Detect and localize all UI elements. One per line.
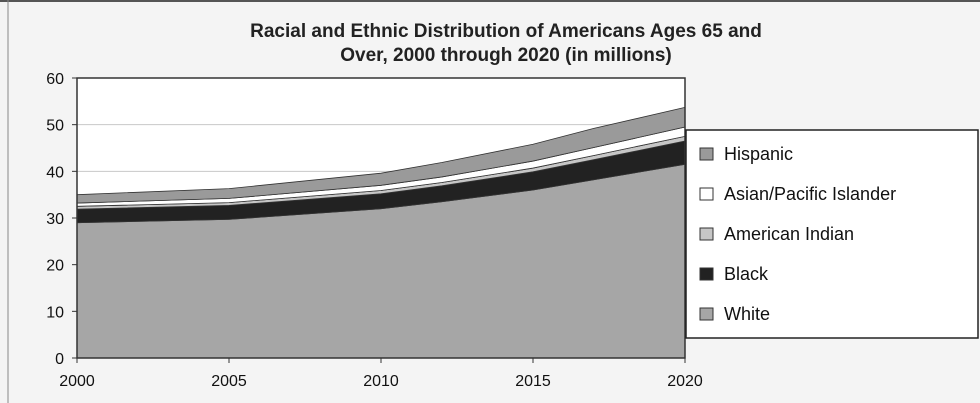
legend-swatch-white [699,307,714,321]
y-axis: 0 10 20 30 40 50 60 [46,71,77,368]
legend-label-american-indian: American Indian [724,224,854,244]
legend-swatch-black [699,267,714,281]
chart-title-line-2: Over, 2000 through 2020 (in millions) [340,45,672,66]
x-tick-label-2000: 2000 [59,373,95,390]
y-tick-label-60: 60 [46,71,64,88]
legend-box [685,129,979,339]
x-axis: 2000 2005 2010 2015 2020 [59,358,703,390]
legend: Hispanic Asian/Pacific Islander American I… [685,129,979,339]
y-tick-label-30: 30 [46,211,64,228]
area-series-group [76,106,686,359]
legend-swatch-hispanic [699,147,714,161]
y-tick-label-50: 50 [46,118,64,135]
legend-label-white: White [724,304,770,324]
legend-swatch-asian-pacific-islander [699,187,714,201]
legend-label-asian-pacific-islander: Asian/Pacific Islander [724,184,896,204]
x-tick-label-2010: 2010 [363,373,399,390]
x-tick-label-2015: 2015 [515,373,551,390]
y-tick-label-40: 40 [46,164,64,181]
x-tick-label-2005: 2005 [211,373,247,390]
y-tick-label-10: 10 [46,304,64,321]
legend-swatch-american-indian [699,227,714,241]
chart-title-line-1: Racial and Ethnic Distribution of Americ… [250,21,762,42]
legend-label-black: Black [724,264,769,284]
y-tick-label-20: 20 [46,258,64,275]
legend-label-hispanic: Hispanic [724,144,793,164]
y-tick-label-0: 0 [55,351,64,368]
x-tick-label-2020: 2020 [667,373,703,390]
